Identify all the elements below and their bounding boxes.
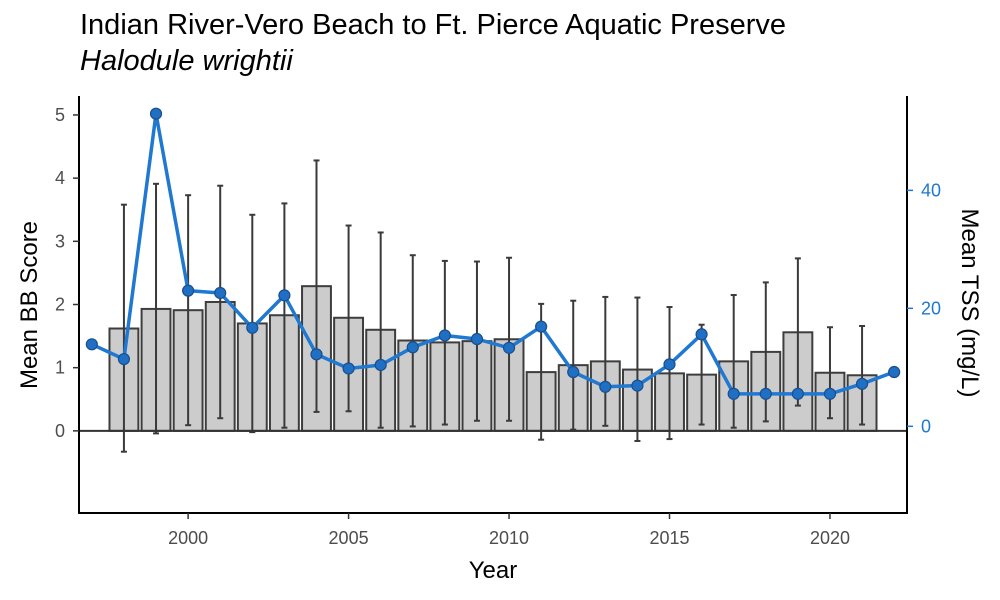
x-tick-label-2020: 2020 [810, 528, 850, 548]
x-axis-title: Year [469, 557, 518, 584]
tss-point-2010 [502, 341, 516, 354]
chart-subtitle: Halodule wrightii [80, 45, 293, 77]
y2-axis-title: Mean TSS (mg/L) [956, 209, 983, 398]
tss-point-series [85, 107, 901, 400]
tss-point-2020 [823, 387, 837, 400]
tss-point-2013 [599, 380, 612, 393]
tss-point-2005 [342, 362, 355, 375]
y-tick-label-2: 2 [55, 295, 65, 315]
y-tick-label-0: 0 [55, 421, 65, 441]
tss-point-1998 [117, 352, 131, 366]
y-tick-label-3: 3 [55, 231, 65, 251]
y2-tick-label-40: 40 [921, 180, 941, 200]
tss-point-2004 [310, 348, 323, 361]
axes [78, 96, 908, 514]
tss-point-2021 [855, 377, 869, 390]
tss-point-2022 [888, 365, 901, 379]
chart-title: Indian River-Vero Beach to Ft. Pierce Aq… [80, 9, 787, 41]
tss-point-2016 [695, 328, 708, 341]
tss-point-2007 [406, 341, 419, 354]
tss-point-2000 [182, 284, 195, 297]
y-axis-title: Mean BB Score [16, 221, 43, 389]
bar-series [108, 285, 878, 432]
y-tick-label-4: 4 [55, 168, 65, 188]
tss-point-2011 [535, 320, 548, 333]
tss-point-1999 [149, 107, 163, 120]
tss-point-2001 [214, 286, 227, 300]
tss-point-2017 [727, 387, 740, 400]
tss-point-2012 [567, 365, 580, 379]
tss-point-2018 [759, 387, 772, 400]
y-tick-label-5: 5 [55, 105, 65, 125]
tss-point-2015 [663, 358, 676, 371]
x-tick-label-2005: 2005 [329, 528, 369, 548]
axis-ticks: 0 1 2 3 4 5 0 20 40 2000 2005 2010 2015 2020 [55, 105, 941, 548]
tss-point-2003 [278, 289, 291, 302]
y2-tick-label-0: 0 [921, 416, 931, 436]
tss-point-2009 [470, 332, 484, 346]
x-tick-label-2010: 2010 [489, 528, 529, 548]
tss-point-2019 [791, 387, 804, 400]
y-tick-label-1: 1 [55, 358, 65, 378]
x-tick-label-2000: 2000 [168, 528, 208, 548]
tss-point-2002 [246, 321, 259, 334]
x-tick-label-2015: 2015 [649, 528, 689, 548]
tss-point-2006 [374, 358, 387, 372]
tss-point-1997 [85, 338, 98, 351]
tss-point-2008 [438, 329, 451, 342]
y2-tick-label-20: 20 [921, 298, 941, 318]
tss-point-2014 [631, 379, 644, 392]
